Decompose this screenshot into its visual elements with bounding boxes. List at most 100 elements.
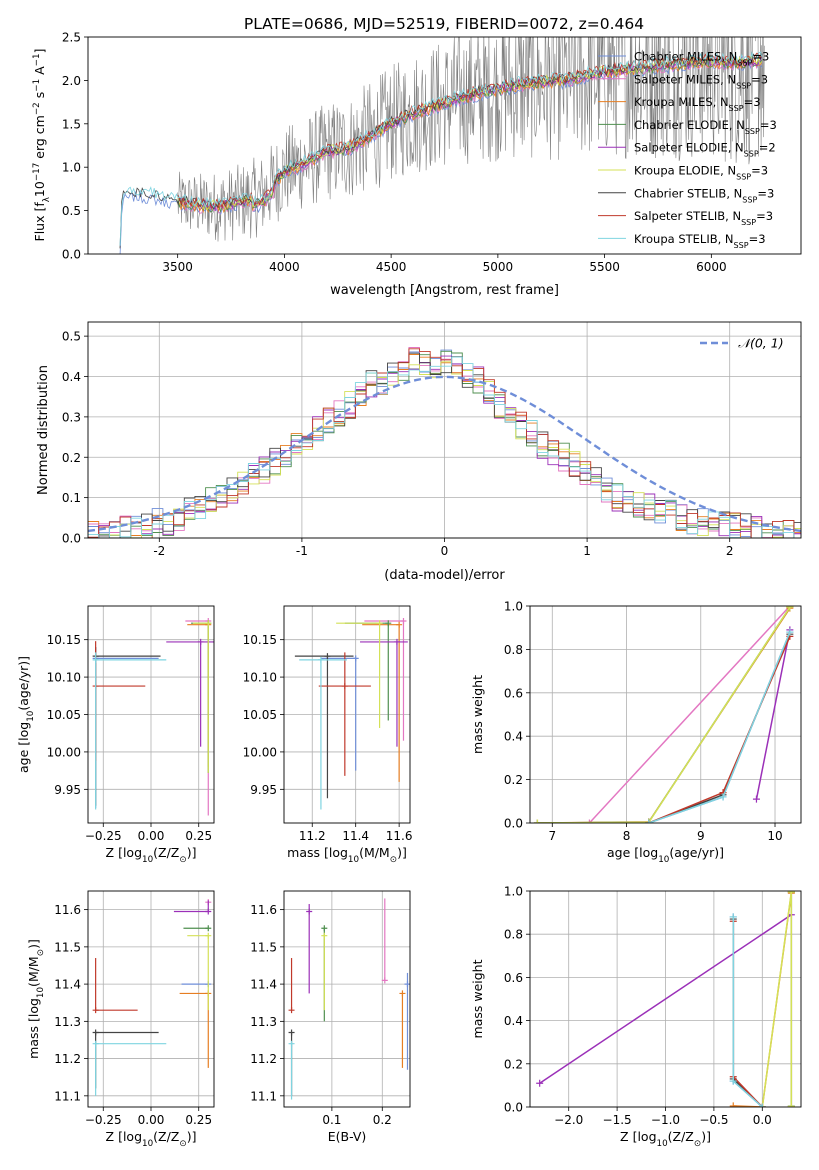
ytick-label-2: 0.4 <box>504 730 523 744</box>
ytick-label-5: 11.6 <box>250 903 277 917</box>
legend-label-7: Salpeter STELIB, NSSP=3 <box>634 209 773 227</box>
ageZ-xlabel: Z [log10(Z/Z⊙)] <box>106 845 197 865</box>
ytick-label-4: 0.4 <box>62 370 81 384</box>
ytick-label-4: 11.5 <box>250 940 277 954</box>
marker-7 <box>341 683 348 690</box>
weight-marker-5-2 <box>786 606 794 611</box>
xtick-label-1: -1 <box>296 544 308 558</box>
legend-label-7-part: SSP <box>741 218 756 227</box>
marker-6 <box>92 1029 99 1036</box>
errorbar-point-2 <box>399 990 406 1068</box>
errorbar-point-5 <box>336 620 383 728</box>
marker-7 <box>288 1007 295 1014</box>
weight-line-4 <box>755 629 791 800</box>
massZ-xlabel: Z [log10(Z/Z⊙)] <box>106 1129 197 1149</box>
weight-marker-2-0 <box>729 1102 737 1107</box>
xtick-label-2: −1.0 <box>651 1113 680 1127</box>
errorbar-point-5 <box>187 932 212 1011</box>
ytick-label-5: 11.6 <box>54 903 81 917</box>
marker-8 <box>317 656 324 663</box>
spectrum-ylabel-part: −17 <box>32 163 42 181</box>
xtick-label-0: 0.1 <box>322 1113 341 1127</box>
errorbar-point-7 <box>288 958 295 1014</box>
ytick-label-3: 0.6 <box>504 971 523 985</box>
errorbar-point-5 <box>321 932 328 1011</box>
massZ-ylabel-part: 10 <box>36 987 46 998</box>
spectrum-ylabel-part: −1 <box>32 53 42 66</box>
spectrum-ylabel-part: −2 <box>32 102 42 115</box>
ageM-xlabel-part: ⊙ <box>390 855 397 865</box>
residual-hist-3 <box>88 350 801 538</box>
xtick-label-3: −0.5 <box>699 1113 728 1127</box>
ytick-label-0: 9.95 <box>54 783 81 797</box>
ytick-label-2: 11.3 <box>250 1015 277 1029</box>
legend-label-1-part: Salpeter MILES, N <box>634 72 736 86</box>
massZ-xlabel-part: 10 <box>142 1139 153 1149</box>
spine-spectrum <box>87 36 802 255</box>
ytick-label-0: 11.1 <box>250 1089 277 1103</box>
massE-xlabel: E(B-V) <box>328 1129 367 1144</box>
errorbar-point-8 <box>299 656 347 810</box>
xtick-label-2: 0 <box>441 544 449 558</box>
errorbar-point-0 <box>92 647 159 809</box>
ytick-label-1: 10.00 <box>243 745 277 759</box>
marker-5 <box>205 932 212 939</box>
xtick-label-4: 0.0 <box>753 1113 772 1127</box>
ageM-xlabel-part: mass [log <box>287 845 348 860</box>
wZ-xlabel-part: 10 <box>657 1139 668 1149</box>
axes-mass-vs-EBV: 0.1 0.2 11.1 11.2 11.3 11.4 11.5 11.6 E(B-V) <box>250 890 411 1144</box>
ageZ-xlabel-part: )] <box>187 845 197 860</box>
legend-label-3-part: =3 <box>760 118 777 132</box>
axes-age-vs-mass: 11.2 11.4 11.6 9.95 10.00 10.05 10.10 10.15 mass… <box>243 605 412 865</box>
errorbar-point-7 <box>318 652 371 776</box>
ytick-label-2: 11.3 <box>54 1015 81 1029</box>
plot-area-mass-vs-EBV <box>288 898 410 1100</box>
ageM-xlabel: mass [log10(M/M⊙)] <box>287 845 407 865</box>
spine-massweight-vs-Z <box>529 890 802 1108</box>
errorbar-point-4 <box>173 900 212 915</box>
errorbar-point-0 <box>320 655 359 771</box>
xtick-label-1: 0.00 <box>138 829 165 843</box>
weight-marker-4-0 <box>752 795 760 803</box>
spine-massweight-vs-age <box>529 605 802 824</box>
ytick-label-5: 0.5 <box>62 330 81 344</box>
ytick-label-2: 0.4 <box>504 1014 523 1028</box>
errorbar-point-2 <box>362 621 403 782</box>
massZ-xlabel-part: )] <box>187 1129 197 1144</box>
weight-line-2 <box>537 607 791 823</box>
residual-hist-6 <box>88 352 801 538</box>
marker-8 <box>288 1040 295 1047</box>
legend-label-2-part: =3 <box>744 95 761 109</box>
legend-label-5-part: Kroupa ELODIE, N <box>634 164 736 178</box>
ytick-label-4: 10.15 <box>243 633 277 647</box>
plot-area-spectrum <box>119 37 765 254</box>
legend-label-3: Chabrier ELODIE, NSSP=3 <box>634 118 777 136</box>
xtick-label-2: 0.25 <box>185 829 212 843</box>
wAge-xlabel-part: (age/yr)] <box>669 845 724 860</box>
ytick-label-4: 10.15 <box>47 633 81 647</box>
errorbar-point-1 <box>364 617 407 741</box>
ytick-label-5: 2.5 <box>62 31 81 45</box>
marker-4 <box>197 638 204 645</box>
ageZ-xlabel-part: ⊙ <box>179 855 186 865</box>
spine-mass-vs-Z <box>87 890 215 1108</box>
errorbar-point-0 <box>181 981 212 988</box>
errorbar-point-3 <box>183 925 212 932</box>
weight-marker-5-1 <box>787 891 795 896</box>
legend-label-6-part: SSP <box>742 195 757 204</box>
errorbar-point-8 <box>92 1040 167 1096</box>
legend-label-5: Kroupa ELODIE, NSSP=3 <box>634 164 768 182</box>
weight-marker-8-2 <box>758 1103 766 1107</box>
xtick-label-0: −0.25 <box>85 1113 122 1127</box>
xtick-label-1: 0.2 <box>373 1113 392 1127</box>
axes-residuals: -2 -1 0 1 2 0.0 0.1 0.2 0.3 0.4 0.5 (data-model)/er… <box>36 321 802 583</box>
ageZ-ylabel: age [log10(age/yr)] <box>16 656 36 773</box>
plot-area-age-vs-mass <box>294 617 408 810</box>
legend-label-7-part: Salpeter STELIB, N <box>634 209 741 223</box>
xtick-label-2: 9 <box>697 829 705 843</box>
massZ-xlabel-part: (Z/Z <box>153 1129 179 1144</box>
xtick-label-3: 10 <box>767 829 782 843</box>
marker-0 <box>352 655 359 662</box>
weight-line-1 <box>588 606 791 823</box>
